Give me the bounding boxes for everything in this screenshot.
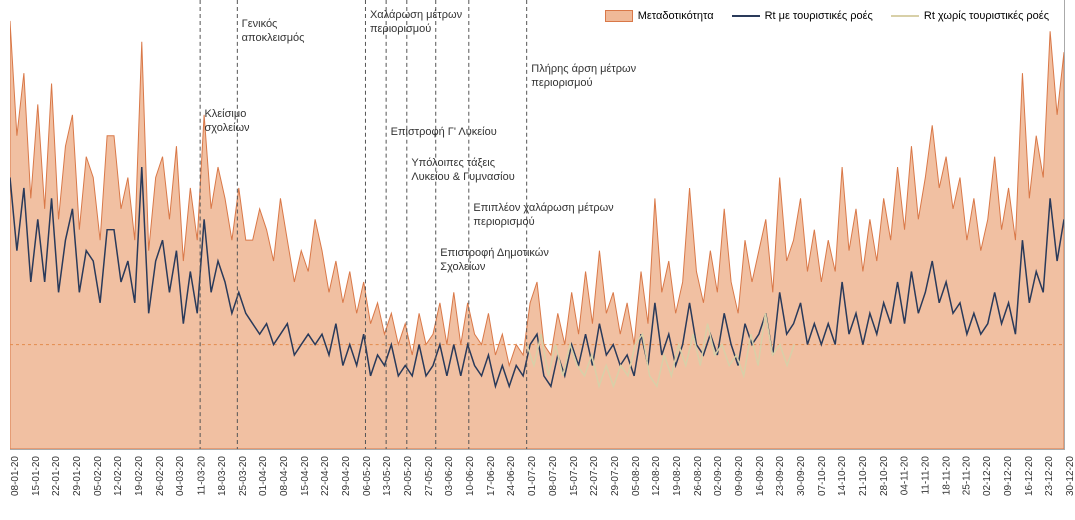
x-tick-label: 22-04-20 <box>320 456 331 496</box>
x-tick-label: 18-03-20 <box>217 456 228 496</box>
x-tick-label: 29-01-20 <box>72 456 83 496</box>
legend: Μεταδοτικότητα Rt με τουριστικές ροές Rt… <box>605 10 1049 22</box>
x-tick-label: 25-11-20 <box>962 456 973 495</box>
x-tick-label: 14-10-20 <box>837 456 848 496</box>
x-tick-label: 22-07-20 <box>589 456 600 496</box>
x-tick-label: 08-04-20 <box>279 456 290 496</box>
x-tick-label: 16-12-20 <box>1024 456 1035 496</box>
x-tick-label: 27-05-20 <box>424 456 435 496</box>
x-tick-label: 12-08-20 <box>651 456 662 496</box>
legend-line-rt <box>732 15 760 17</box>
x-tick-label: 26-02-20 <box>155 456 166 496</box>
x-tick-label: 11-11-20 <box>920 456 931 495</box>
legend-item-rt: Rt με τουριστικές ροές <box>732 10 873 22</box>
x-tick-label: 01-04-20 <box>258 456 269 496</box>
x-tick-label: 12-02-20 <box>113 456 124 496</box>
legend-line-rt2 <box>891 15 919 17</box>
x-tick-label: 15-01-20 <box>31 456 42 496</box>
x-tick-label: 23-09-20 <box>775 456 786 496</box>
x-tick-label: 04-11-20 <box>900 456 911 495</box>
x-tick-label: 28-10-20 <box>879 456 890 496</box>
x-tick-label: 07-10-20 <box>817 456 828 496</box>
x-tick-label: 18-11-20 <box>941 456 952 495</box>
legend-item-area: Μεταδοτικότητα <box>605 10 714 22</box>
x-tick-label: 08-01-20 <box>10 456 21 496</box>
x-axis: 08-01-20 15-01-20 22-01-20 29-01-20 05-02-20… <box>10 450 1065 520</box>
x-tick-label: 30-09-20 <box>796 456 807 496</box>
legend-swatch-area <box>605 10 633 22</box>
x-tick-label: 19-02-20 <box>134 456 145 496</box>
x-tick-label: 06-05-20 <box>362 456 373 496</box>
x-tick-label: 05-02-20 <box>93 456 104 496</box>
x-tick-label: 17-06-20 <box>486 456 497 496</box>
x-tick-label: 20-05-20 <box>403 456 414 496</box>
x-tick-label: 15-07-20 <box>569 456 580 496</box>
chart-svg <box>10 0 1064 449</box>
legend-label-area: Μεταδοτικότητα <box>638 10 714 22</box>
x-tick-label: 21-10-20 <box>858 456 869 496</box>
x-tick-label: 09-09-20 <box>734 456 745 496</box>
x-tick-label: 05-08-20 <box>631 456 642 496</box>
x-tick-label: 29-07-20 <box>610 456 621 496</box>
legend-label-rt: Rt με τουριστικές ροές <box>765 10 873 22</box>
x-tick-label: 24-06-20 <box>506 456 517 496</box>
x-tick-label: 11-03-20 <box>196 456 207 495</box>
x-tick-label: 22-01-20 <box>51 456 62 496</box>
x-tick-label: 16-09-20 <box>755 456 766 496</box>
x-tick-label: 25-03-20 <box>238 456 249 496</box>
x-tick-label: 15-04-20 <box>300 456 311 496</box>
plot-area: ΚλείσιμοσχολείωνΓενικόςαποκλεισμόςΧαλάρω… <box>10 0 1065 450</box>
x-tick-label: 19-08-20 <box>672 456 683 496</box>
x-tick-label: 23-12-20 <box>1044 456 1055 496</box>
x-tick-label: 26-08-20 <box>693 456 704 496</box>
x-tick-label: 03-06-20 <box>444 456 455 496</box>
x-tick-label: 02-12-20 <box>982 456 993 496</box>
x-tick-label: 29-04-20 <box>341 456 352 496</box>
rt-chart: ΚλείσιμοσχολείωνΓενικόςαποκλεισμόςΧαλάρω… <box>0 0 1075 520</box>
x-tick-label: 02-09-20 <box>713 456 724 496</box>
x-tick-label: 13-05-20 <box>382 456 393 496</box>
x-tick-label: 01-07-20 <box>527 456 538 496</box>
x-tick-label: 10-06-20 <box>465 456 476 496</box>
legend-label-rt2: Rt χωρίς τουριστικές ροές <box>924 10 1049 22</box>
x-tick-label: 04-03-20 <box>176 456 187 496</box>
x-tick-label: 30-12-20 <box>1065 456 1075 496</box>
x-tick-label: 08-07-20 <box>548 456 559 496</box>
x-tick-label: 09-12-20 <box>1003 456 1014 496</box>
legend-item-rt2: Rt χωρίς τουριστικές ροές <box>891 10 1049 22</box>
